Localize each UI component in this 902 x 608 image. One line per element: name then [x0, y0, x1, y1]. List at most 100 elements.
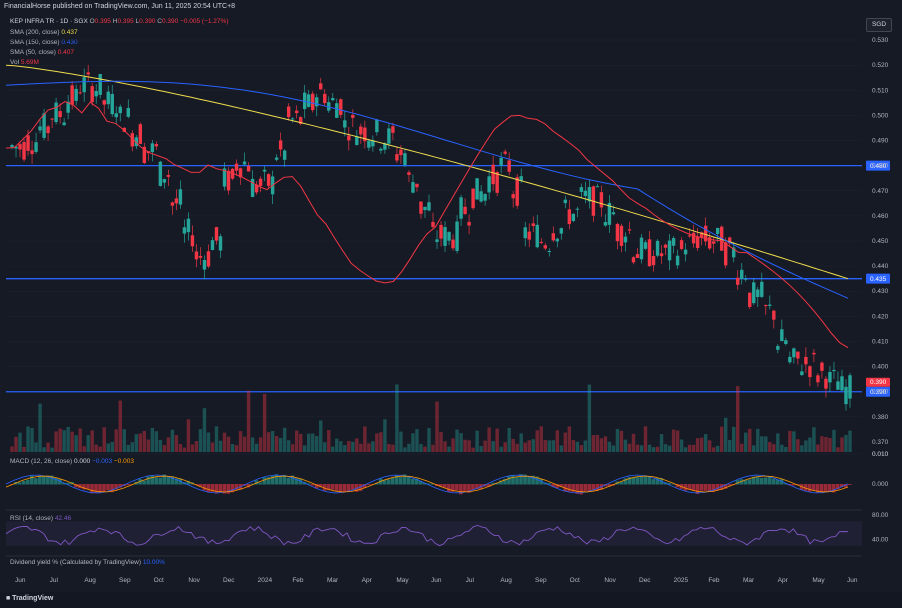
volume-bar — [848, 430, 852, 452]
sma200-legend[interactable]: SMA (200, close) 0.437 — [10, 29, 78, 36]
low-label: L — [135, 18, 140, 25]
change-value: −0.005 (−1.27%) — [180, 18, 229, 25]
candle-body — [86, 72, 90, 75]
macd-hist-bar — [539, 478, 543, 485]
volume-bar — [90, 430, 94, 452]
sma150-value: 0.430 — [61, 39, 78, 46]
macd-hist-bar — [354, 484, 359, 492]
price-tick-label: 0.490 — [872, 138, 889, 145]
volume-bar — [230, 443, 235, 452]
macd-signal-value: −0.003 — [113, 458, 134, 465]
candle-body — [206, 251, 211, 267]
volume-bar — [736, 386, 740, 452]
volume-bar — [643, 426, 648, 452]
macd-hist-bar — [739, 479, 744, 485]
candle-body — [286, 106, 291, 118]
volume-bar — [627, 443, 632, 452]
macd-hist-bar — [422, 482, 427, 485]
candle-body — [323, 93, 327, 104]
time-tick-label: Jun — [431, 577, 442, 584]
volume-bar — [194, 441, 199, 452]
candle-body — [643, 242, 648, 249]
sma50-legend[interactable]: SMA (50, close) 0.407 — [10, 49, 74, 56]
volume-bar — [723, 417, 728, 452]
macd-hist-bar — [10, 484, 14, 485]
volume-bar — [359, 443, 363, 452]
macd-hist-bar — [703, 484, 708, 491]
volume-bar — [339, 441, 343, 452]
macd-hist-bar — [827, 484, 832, 492]
price-chart[interactable]: 0.480 0.435 0.390 0.390 0.530 0.520 0.510 0.50… — [0, 0, 902, 592]
volume-bar — [351, 441, 355, 452]
sma150-legend[interactable]: SMA (150, close) 0.430 — [10, 39, 78, 46]
rsi-legend[interactable]: RSI (14, close) 42.46 — [10, 515, 71, 522]
volume-bar — [311, 433, 315, 452]
candle-body — [70, 85, 74, 105]
candle-body — [347, 135, 351, 141]
candle-body — [732, 247, 736, 258]
candle-body — [74, 88, 78, 101]
macd-hist-bar — [66, 482, 70, 485]
time-tick-label: May — [396, 577, 409, 584]
candle-body — [250, 178, 255, 197]
volume-bar — [106, 443, 110, 452]
volume-bar — [38, 403, 42, 452]
volume-bar — [511, 438, 515, 452]
candle-body — [567, 209, 572, 225]
macd-hist-bar — [310, 484, 315, 486]
volume-bar — [34, 442, 38, 452]
candle-body — [663, 244, 668, 248]
time-tick-label: Sep — [119, 577, 131, 584]
current-price-badge — [866, 377, 890, 387]
volume-bar — [379, 432, 383, 452]
candle-body — [531, 223, 535, 227]
macd-hist-bar — [90, 484, 94, 494]
time-tick-label: 2024 — [258, 577, 273, 584]
volume-bar — [711, 447, 716, 452]
macd-hist-bar — [86, 484, 90, 489]
time-tick-label: Dec — [639, 577, 651, 584]
candle-body — [483, 194, 487, 201]
macd-legend[interactable]: MACD (12, 26, close) 0.000 −0.003 −0.003 — [10, 458, 134, 465]
volume-bar — [387, 443, 391, 452]
rsi-label: RSI (14, close) — [10, 515, 53, 522]
volume-bar — [824, 437, 828, 452]
ohlc-legend[interactable]: KEP INFRA TR · 1D · SGX O0.395 H0.395 L0… — [10, 18, 229, 25]
volume-bar — [42, 447, 46, 452]
macd-hist-bar — [358, 484, 363, 491]
volume-bar — [475, 430, 479, 452]
volume-bar — [162, 445, 167, 452]
macd-hist-bar — [294, 478, 299, 485]
candle-body — [258, 178, 263, 186]
candle-body — [118, 106, 122, 114]
tradingview-logo: ■ TradingView — [6, 595, 54, 602]
volume-bar — [623, 439, 628, 452]
macd-hist-bar — [346, 484, 351, 492]
macd-hist-bar — [451, 484, 455, 492]
macd-signal-line — [5, 475, 849, 493]
volume-bar — [383, 419, 387, 452]
symbol-label[interactable]: KEP INFRA TR · 1D · SGX — [10, 18, 88, 25]
volume-bar — [266, 432, 271, 452]
macd-tick-label: 0.010 — [872, 451, 889, 458]
candle-body — [703, 225, 708, 242]
currency-badge[interactable]: SGD — [866, 18, 892, 32]
candle-body — [595, 186, 600, 188]
horizontal-levels: 0.480 0.435 0.390 0.390 — [6, 160, 890, 397]
macd-hist-bar — [402, 474, 407, 485]
macd-hist-bar — [755, 476, 760, 485]
macd-hist-bar — [775, 479, 780, 485]
candle-body — [10, 144, 14, 148]
macd-hist-bar — [198, 484, 203, 487]
candle-body — [379, 148, 383, 151]
dividend-legend[interactable]: Dividend yield % (Calculated by TradingV… — [10, 559, 165, 566]
time-tick-label: Sep — [535, 577, 547, 584]
candle-body — [796, 351, 800, 359]
candle-body — [106, 91, 110, 105]
volume-bar — [178, 444, 183, 452]
candle-body — [756, 289, 760, 297]
candle-body — [58, 111, 62, 118]
volume-legend[interactable]: Vol 5.69M — [10, 59, 39, 66]
candle-body — [395, 154, 399, 161]
volume-bar — [820, 436, 824, 452]
